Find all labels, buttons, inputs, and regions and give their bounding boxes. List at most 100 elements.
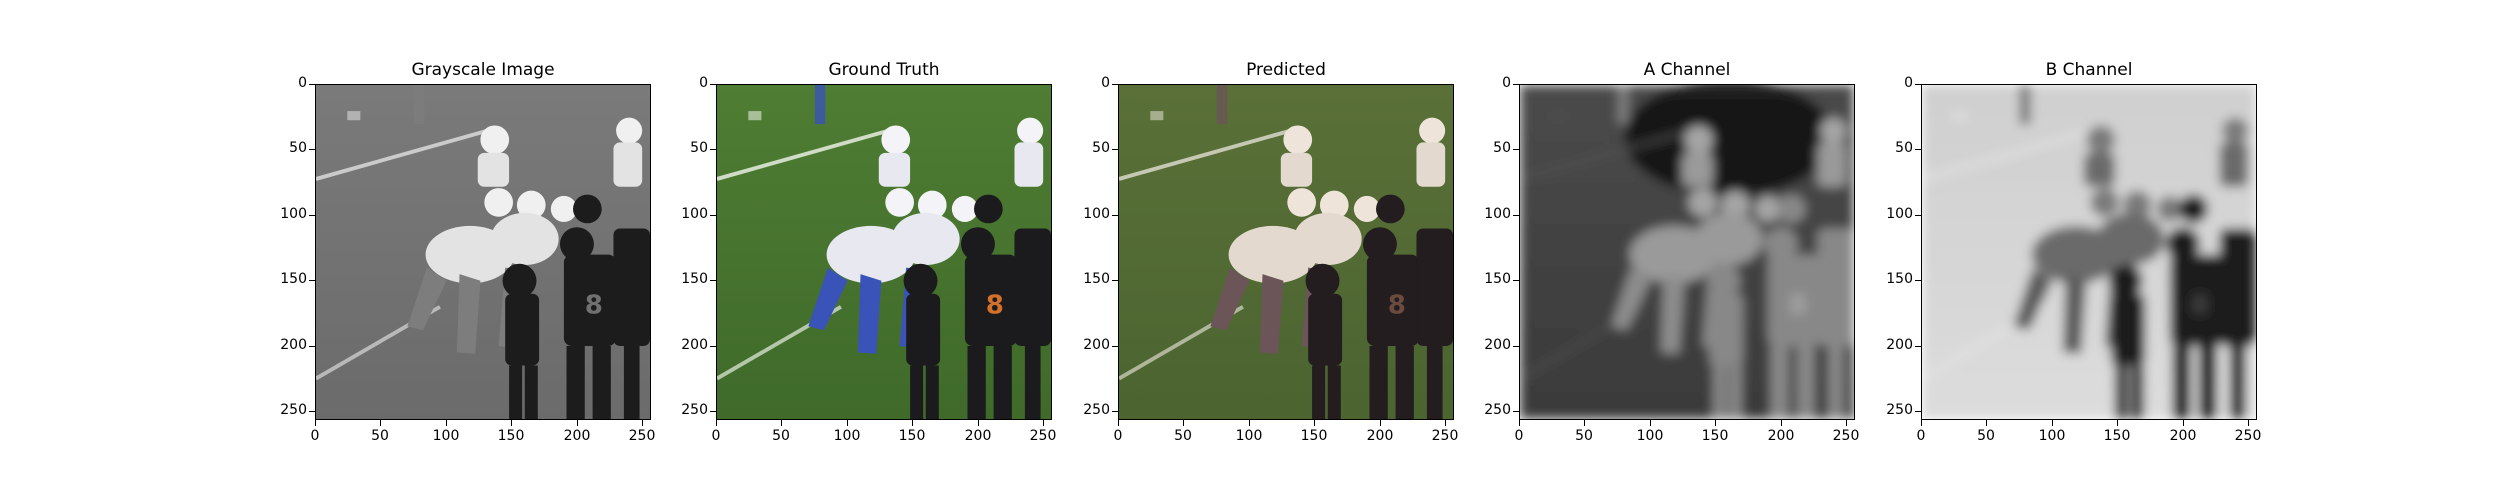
x-tick — [2183, 420, 2184, 426]
x-tick-label: 0 — [310, 428, 320, 444]
x-tick-label: 150 — [1300, 428, 1328, 444]
svg-text:8: 8 — [1388, 290, 1406, 320]
y-tick-label: 150 — [1083, 271, 1110, 287]
panel-image: 8 — [1921, 84, 2257, 420]
panel-image: 8 — [1118, 84, 1454, 420]
x-tick — [978, 420, 979, 426]
x-tick-label: 50 — [1575, 428, 1593, 444]
panel-title: A Channel — [1643, 60, 1731, 80]
x-tick — [912, 420, 913, 426]
y-tick-label: 250 — [280, 402, 307, 418]
panel-title: B Channel — [2045, 60, 2133, 80]
x-tick — [847, 420, 848, 426]
x-tick-label: 0 — [1113, 428, 1123, 444]
x-tick — [716, 420, 717, 426]
y-tick — [1915, 346, 1921, 347]
svg-text:8: 8 — [986, 290, 1004, 320]
x-tick-label: 200 — [1366, 428, 1394, 444]
y-tick-label: 150 — [1886, 271, 1913, 287]
x-tick-label: 100 — [2038, 428, 2066, 444]
y-tick — [1915, 280, 1921, 281]
y-tick — [1513, 149, 1519, 150]
image-panel: A Channel — [1484, 0, 1895, 500]
x-tick-label: 50 — [1174, 428, 1192, 444]
y-tick — [1112, 149, 1118, 150]
panel-image: 8 — [1519, 84, 1855, 420]
y-tick — [1915, 84, 1921, 85]
y-tick — [1513, 346, 1519, 347]
x-tick — [1846, 420, 1847, 426]
x-tick — [446, 420, 447, 426]
panel-image: 8 — [716, 84, 1052, 420]
y-tick-label: 50 — [1895, 140, 1913, 156]
y-tick — [309, 215, 315, 216]
y-tick-label: 50 — [1092, 140, 1110, 156]
y-tick — [710, 215, 716, 216]
x-tick — [1986, 420, 1987, 426]
y-tick-label: 200 — [1886, 337, 1913, 353]
x-tick-label: 100 — [1636, 428, 1664, 444]
x-tick-label: 250 — [1832, 428, 1860, 444]
y-tick-label: 0 — [1904, 75, 1913, 91]
y-tick-label: 200 — [280, 337, 307, 353]
x-tick-label: 150 — [1701, 428, 1729, 444]
y-tick-label: 50 — [690, 140, 708, 156]
y-tick — [309, 411, 315, 412]
y-tick-label: 100 — [280, 206, 307, 222]
panel-image: 8 — [315, 84, 651, 420]
y-tick — [309, 280, 315, 281]
x-tick — [1715, 420, 1716, 426]
y-tick — [1513, 84, 1519, 85]
y-tick — [309, 84, 315, 85]
x-tick — [1183, 420, 1184, 426]
image-panel: Ground Truth — [681, 0, 1092, 500]
image-panel: B Channel — [1886, 0, 2297, 500]
x-tick-label: 150 — [898, 428, 926, 444]
x-tick-label: 250 — [1029, 428, 1057, 444]
x-tick-label: 200 — [1767, 428, 1795, 444]
x-tick-label: 250 — [628, 428, 656, 444]
x-tick — [1650, 420, 1651, 426]
y-tick-label: 150 — [280, 271, 307, 287]
y-tick-label: 50 — [1493, 140, 1511, 156]
svg-text:8: 8 — [1789, 290, 1807, 320]
x-tick — [642, 420, 643, 426]
y-tick — [710, 280, 716, 281]
x-tick — [1781, 420, 1782, 426]
x-tick-label: 200 — [563, 428, 591, 444]
x-tick-label: 250 — [2234, 428, 2262, 444]
x-tick — [2248, 420, 2249, 426]
x-tick — [1043, 420, 1044, 426]
y-tick — [1915, 411, 1921, 412]
x-tick — [1445, 420, 1446, 426]
y-tick-label: 100 — [681, 206, 708, 222]
x-tick — [1118, 420, 1119, 426]
y-tick-label: 0 — [699, 75, 708, 91]
x-tick — [1584, 420, 1585, 426]
panel-title: Predicted — [1246, 60, 1326, 80]
y-tick — [710, 346, 716, 347]
x-tick — [577, 420, 578, 426]
y-tick — [1112, 280, 1118, 281]
y-tick — [1112, 215, 1118, 216]
y-tick-label: 250 — [681, 402, 708, 418]
x-tick-label: 0 — [1514, 428, 1524, 444]
panel-title: Ground Truth — [828, 60, 940, 80]
y-tick — [710, 411, 716, 412]
x-tick — [1314, 420, 1315, 426]
x-tick — [781, 420, 782, 426]
y-tick-label: 100 — [1886, 206, 1913, 222]
image-panel: Predicted — [1083, 0, 1494, 500]
panel-title: Grayscale Image — [411, 60, 555, 80]
x-tick-label: 100 — [432, 428, 460, 444]
y-tick — [1112, 346, 1118, 347]
x-tick — [2117, 420, 2118, 426]
y-tick — [309, 346, 315, 347]
y-tick — [1915, 215, 1921, 216]
x-tick-label: 200 — [964, 428, 992, 444]
svg-text:8: 8 — [585, 290, 603, 320]
x-tick — [1519, 420, 1520, 426]
y-tick-label: 250 — [1083, 402, 1110, 418]
x-tick — [315, 420, 316, 426]
y-tick-label: 0 — [1101, 75, 1110, 91]
